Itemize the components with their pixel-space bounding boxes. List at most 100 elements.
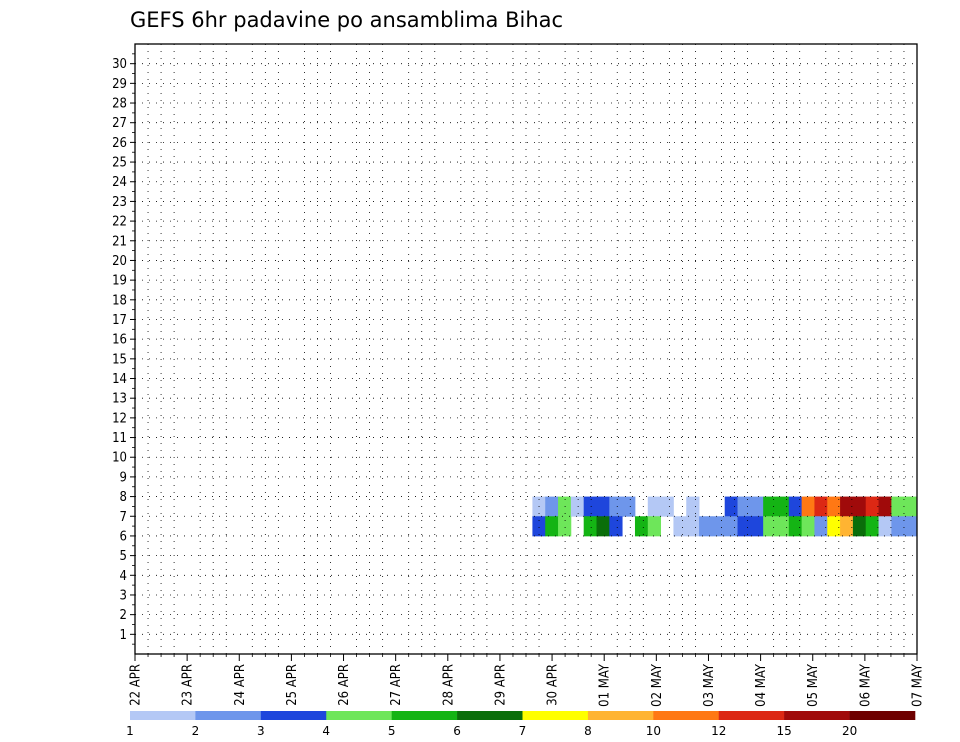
heatmap-cell xyxy=(840,496,854,517)
colorbar-label: 2 xyxy=(192,724,200,738)
colorbar-swatch xyxy=(130,711,196,720)
heatmap-cell xyxy=(801,496,815,517)
y-tick-label: 17 xyxy=(112,313,127,328)
heatmap-cell xyxy=(647,516,662,537)
heatmap-cell xyxy=(904,496,918,517)
x-tick-label: 30 APR xyxy=(546,664,561,706)
x-tick-label: 05 MAY xyxy=(806,663,821,707)
heatmap-cell xyxy=(750,516,764,537)
colorbar-label: 8 xyxy=(584,724,592,738)
heatmap-cell xyxy=(724,496,738,517)
heatmap-cell xyxy=(775,516,790,537)
heatmap-cell xyxy=(852,516,867,537)
colorbar-swatch xyxy=(326,711,392,720)
colorbar-swatch xyxy=(522,711,589,720)
x-tick-label: 22 APR xyxy=(129,664,144,706)
heatmap-cell xyxy=(891,516,905,537)
heatmap-cell xyxy=(622,496,636,517)
x-tick-label: 29 APR xyxy=(493,664,508,706)
heatmap-cell xyxy=(840,516,854,537)
x-tick-label: 23 APR xyxy=(181,664,196,706)
heatmap-cell xyxy=(545,496,559,517)
heatmap-cell xyxy=(634,516,649,537)
y-tick-label: 14 xyxy=(112,372,127,387)
heatmap-cell xyxy=(904,516,918,537)
x-tick-label: 03 MAY xyxy=(702,663,717,707)
y-tick-label: 10 xyxy=(112,451,127,466)
y-tick-label: 5 xyxy=(120,549,127,564)
x-tick-label: 26 APR xyxy=(337,664,352,706)
colorbar-swatch xyxy=(457,711,523,720)
heatmap-cell xyxy=(878,516,892,537)
heatmap-cell xyxy=(609,516,623,537)
x-tick-label: 01 MAY xyxy=(598,663,613,707)
y-tick-label: 24 xyxy=(112,175,127,190)
colorbar-label: 7 xyxy=(519,724,527,738)
grid xyxy=(135,44,917,654)
heatmap-cell xyxy=(711,516,726,537)
x-tick-label: 25 APR xyxy=(285,664,300,706)
y-tick-label: 20 xyxy=(112,254,127,269)
y-tick-label: 21 xyxy=(112,234,127,249)
heatmap-cell xyxy=(865,516,879,537)
x-axis: 22 APR 23 APR 24 APR 25 APR 26 APR 27 APR 28 A… xyxy=(129,654,926,707)
colorbar-swatch xyxy=(653,711,720,720)
colorbar-swatch xyxy=(260,711,327,720)
heatmap-cell xyxy=(686,516,700,537)
heatmap-cell xyxy=(545,516,559,537)
colorbar-label: 3 xyxy=(257,724,265,738)
y-tick-label: 1 xyxy=(120,628,127,643)
heatmap-cell xyxy=(801,516,815,537)
colorbar-label: 10 xyxy=(646,724,661,738)
heatmap-cell xyxy=(814,516,828,537)
heatmap-cell xyxy=(814,496,828,517)
heatmap-cell xyxy=(532,516,546,537)
colorbar-label: 5 xyxy=(388,724,396,738)
y-tick-label: 28 xyxy=(112,97,127,112)
colorbar-label: 6 xyxy=(453,724,461,738)
heatmap-cell xyxy=(878,496,892,517)
y-tick-label: 22 xyxy=(112,215,127,230)
heatmap-cell xyxy=(827,516,841,537)
y-tick-label: 13 xyxy=(112,392,127,407)
heatmap-cell xyxy=(558,496,572,517)
heatmap-cell xyxy=(788,516,803,537)
heatmap-cell xyxy=(583,516,597,537)
y-axis: 1234567891011121314151617181920212223242… xyxy=(112,53,135,645)
colorbar-swatch xyxy=(391,711,458,720)
x-tick-label: 28 APR xyxy=(441,664,456,706)
heatmap-cell xyxy=(647,496,662,517)
colorbar-legend: 1 2 3 4 5 6 7 8 10 12 15 20 xyxy=(126,711,916,738)
x-tick-label: 04 MAY xyxy=(754,663,769,707)
colorbar-swatch xyxy=(718,711,785,720)
colorbar-swatch xyxy=(195,711,262,720)
heatmap-cell xyxy=(596,496,610,517)
heatmap-cell xyxy=(570,496,585,517)
y-tick-label: 8 xyxy=(120,490,127,505)
colorbar-label: 12 xyxy=(711,724,726,738)
heatmap-cell xyxy=(852,496,867,517)
y-tick-label: 19 xyxy=(112,274,127,289)
heatmap-cell xyxy=(788,496,803,517)
y-tick-label: 15 xyxy=(112,352,127,367)
colorbar-label: 15 xyxy=(777,724,792,738)
colorbar-label: 20 xyxy=(842,724,857,738)
heatmap-cell xyxy=(596,516,610,537)
heatmap-cell xyxy=(737,516,751,537)
heatmap-cell xyxy=(660,496,674,517)
y-tick-label: 6 xyxy=(120,529,127,544)
x-tick-label: 06 MAY xyxy=(858,663,873,707)
y-tick-label: 25 xyxy=(112,156,127,171)
y-tick-label: 3 xyxy=(120,588,127,603)
colorbar-swatch xyxy=(849,711,916,720)
y-tick-label: 7 xyxy=(120,510,127,525)
y-tick-label: 23 xyxy=(112,195,127,210)
heatmap-cell xyxy=(583,496,597,517)
x-tick-label: 24 APR xyxy=(233,664,248,706)
heatmap-cell xyxy=(558,516,572,537)
y-tick-label: 18 xyxy=(112,293,127,308)
heatmap-cell xyxy=(609,496,623,517)
heatmap-cell xyxy=(763,496,777,517)
heatmap-cell xyxy=(891,496,905,517)
